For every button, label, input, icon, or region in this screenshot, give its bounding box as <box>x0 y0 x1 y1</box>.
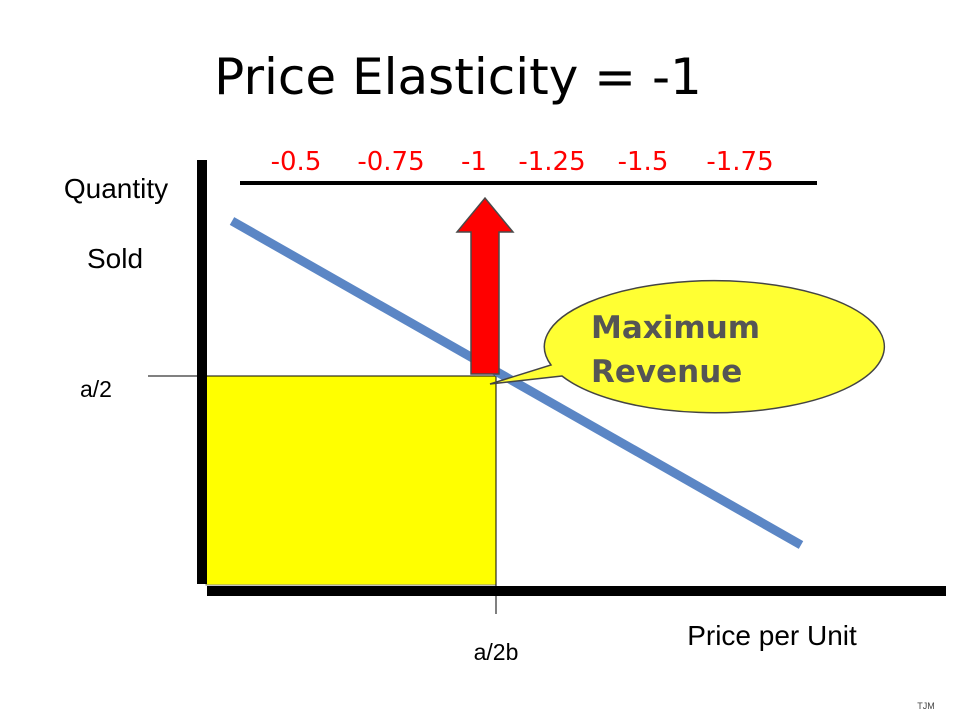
elasticity-value: -1.25 <box>518 147 585 177</box>
callout-line1: Maximum <box>591 310 760 346</box>
max-revenue-callout: Maximum Revenue <box>489 279 886 414</box>
up-arrow <box>455 196 515 375</box>
elasticity-value: -1.5 <box>618 147 669 177</box>
elasticity-value: -0.5 <box>271 147 322 177</box>
elasticity-value: -1.75 <box>706 147 773 177</box>
elasticity-value: -1 <box>461 147 487 177</box>
y-axis-label-line1: Quantity <box>64 173 168 204</box>
author-initials: TJM <box>917 701 935 711</box>
x-axis <box>207 586 946 596</box>
revenue-area <box>205 375 497 586</box>
slide-title: Price Elasticity = -1 <box>214 48 702 106</box>
callout-line2: Revenue <box>591 354 742 390</box>
y-tick-label: a/2 <box>80 376 112 402</box>
elasticity-value: -0.75 <box>357 147 424 177</box>
demand-line <box>229 217 804 549</box>
x-tick-label: a/2b <box>474 639 519 665</box>
y-axis <box>197 160 207 584</box>
elasticity-scale: -0.5 -0.75 -1 -1.25 -1.5 -1.75 <box>240 147 817 185</box>
x-axis-label: Price per Unit <box>687 620 857 651</box>
y-axis-label-line2: Sold <box>87 243 143 274</box>
callout-bubble <box>489 279 886 414</box>
